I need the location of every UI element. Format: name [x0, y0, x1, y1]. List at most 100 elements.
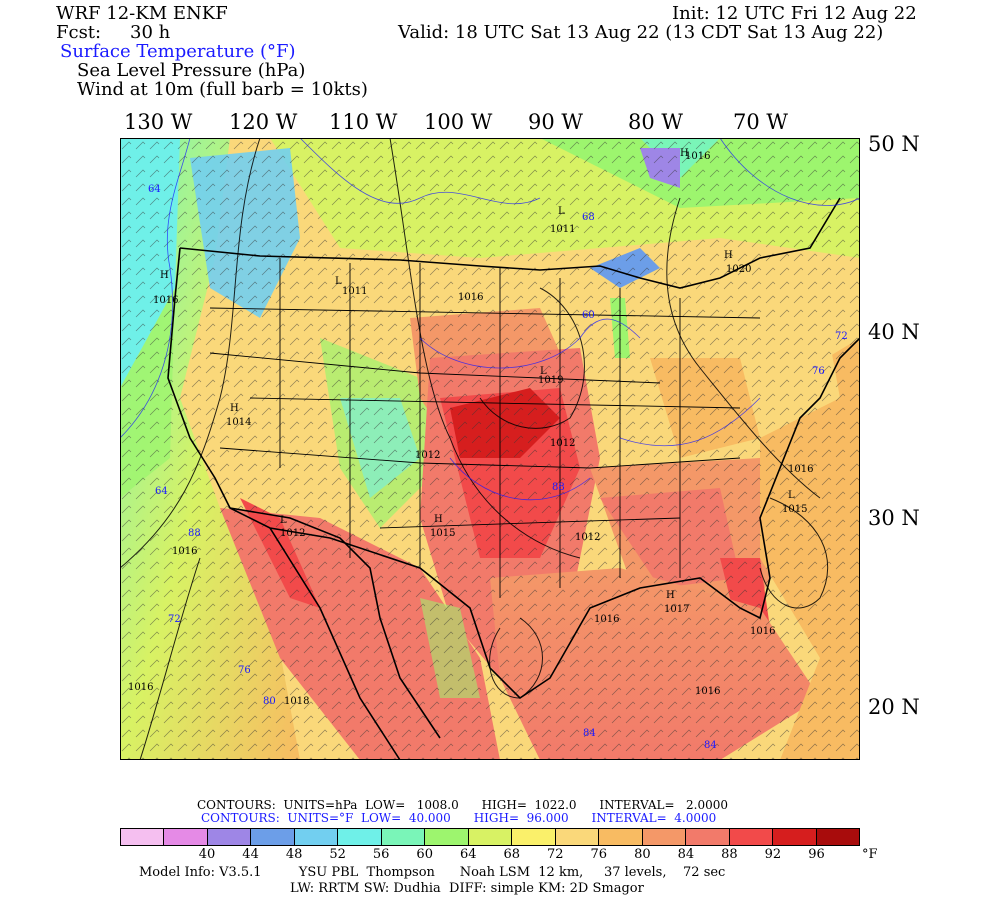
pressure-center-value: 1016 [695, 686, 720, 697]
forecast-label: Fcst: [56, 22, 102, 43]
weather-map: H 1016 H 1020 L 1011 1016 L 1011 L 1019 … [120, 138, 860, 760]
model-info: Model Info: V3.5.1 YSU PBL Thompson Noah… [139, 865, 726, 880]
pressure-center-value: 1016 [172, 546, 197, 557]
colorbar-swatch [468, 829, 513, 845]
pressure-center: L [540, 366, 547, 377]
temp-label: 76 [812, 366, 825, 377]
temp-label: 68 [582, 212, 595, 223]
pressure-center: H [724, 250, 733, 261]
model-title: WRF 12-KM ENKF [56, 3, 228, 24]
colorbar-swatch [251, 829, 295, 845]
colorbar-tick-label: 60 [416, 847, 433, 862]
colorbar-tick-label: 48 [285, 847, 303, 862]
state-lines [209, 258, 761, 598]
lon-label-130w: 130 W [124, 110, 193, 134]
contour-info-temperature: CONTOURS: UNITS=°F LOW= 40.000 HIGH= 96.… [201, 811, 717, 825]
pressure-center: H [160, 270, 169, 281]
pressure-center: H [680, 148, 689, 159]
pressure-center-value: 1012 [575, 532, 600, 543]
pressure-center-value: 1011 [550, 224, 575, 235]
pressure-center-value: 1016 [788, 464, 813, 475]
pressure-center-value: 1012 [280, 528, 305, 539]
colorbar-swatch [164, 829, 208, 845]
pressure-center-value: 1017 [664, 604, 689, 615]
colorbar-swatch [599, 829, 643, 845]
colorbar-tick-label: 72 [547, 847, 564, 862]
pressure-center-value: 1016 [458, 292, 483, 303]
colorbar-swatch [294, 829, 339, 845]
colorbar-swatch [207, 829, 252, 845]
pressure-center-value: 1016 [128, 682, 153, 693]
lon-label-100w: 100 W [424, 110, 493, 134]
temp-label: 64 [155, 486, 168, 497]
colorbar-tick-label: 52 [329, 847, 346, 862]
temp-label: 76 [238, 665, 251, 676]
colorbar-tick-label: 56 [372, 847, 390, 862]
temp-label: 72 [835, 331, 848, 342]
temp-label: 72 [168, 614, 181, 625]
temperature-contours [120, 138, 860, 501]
pressure-center-value: 1015 [430, 528, 455, 539]
pressure-center-value: 1018 [284, 696, 309, 707]
pressure-center: L [558, 206, 565, 217]
colorbar-tick-label: 96 [808, 847, 825, 862]
pressure-center: L [335, 276, 342, 287]
colorbar-swatch [686, 829, 730, 845]
pressure-center-value: 1014 [226, 417, 251, 428]
temp-label: 88 [552, 482, 565, 493]
colorbar-tick-label: 76 [590, 847, 608, 862]
temp-label: 64 [148, 184, 161, 195]
colorbar-tick-label: 64 [459, 847, 477, 862]
lon-label-70w: 70 W [733, 110, 788, 134]
colorbar-tick-label: 84 [677, 847, 695, 862]
colorbar-tick-label: 92 [764, 847, 782, 862]
pressure-center-value: 1015 [782, 504, 807, 515]
pressure-center: H [230, 403, 239, 414]
colorbar-tick-label: 44 [242, 847, 259, 862]
colorbar-swatch [729, 829, 774, 845]
temperature-colorbar [120, 828, 860, 846]
temp-label: 84 [583, 728, 596, 739]
colorbar-unit: °F [862, 847, 878, 862]
temp-label: 88 [188, 528, 201, 539]
lon-label-90w: 90 W [528, 110, 583, 134]
field-wind-title: Wind at 10m (full barb = 10kts) [77, 79, 368, 100]
pressure-center-value: 1012 [550, 438, 575, 449]
colorbar-swatch [555, 829, 600, 845]
lon-label-120w: 120 W [229, 110, 298, 134]
lat-label-50n: 50 N [868, 132, 920, 156]
pressure-center-value: 1020 [726, 264, 751, 275]
colorbar-swatch [642, 829, 687, 845]
lat-label-20n: 20 N [868, 695, 920, 719]
colorbar-swatch [425, 829, 469, 845]
map-frame [120, 138, 860, 760]
pressure-center: L [788, 490, 795, 501]
lat-label-40n: 40 N [868, 320, 920, 344]
colorbar-swatch [773, 829, 817, 845]
lat-label-30n: 30 N [868, 506, 920, 530]
colorbar-swatch [121, 829, 165, 845]
pressure-center: H [434, 514, 443, 525]
pressure-center-value: 1016 [594, 614, 619, 625]
pressure-center-labels: H 1016 H 1020 L 1011 1016 L 1011 L 1019 … [128, 148, 813, 707]
colorbar-tick-label: 40 [198, 847, 216, 862]
physics-info: LW: RRTM SW: Dudhia DIFF: simple KM: 2D … [290, 881, 644, 896]
temperature-labels: 68 88 60 64 88 76 80 84 84 72 72 64 76 [148, 184, 848, 751]
pressure-center-value: 1016 [750, 626, 775, 637]
lon-label-80w: 80 W [628, 110, 683, 134]
pressure-center-value: 1019 [538, 375, 563, 386]
colorbar-swatch [816, 829, 859, 845]
pressure-center-value: 1016 [153, 295, 178, 306]
init-time: Init: 12 UTC Fri 12 Aug 22 [672, 3, 917, 24]
pressure-center-value: 1012 [415, 450, 440, 461]
pressure-center-value: 1011 [342, 286, 367, 297]
forecast-hour: 30 h [130, 22, 171, 43]
field-pressure-title: Sea Level Pressure (hPa) [77, 60, 306, 81]
political-boundaries [167, 197, 860, 760]
contour-info-pressure: CONTOURS: UNITS=hPa LOW= 1008.0 HIGH= 10… [197, 798, 728, 812]
pressure-center: L [280, 515, 287, 526]
pressure-center: H [666, 590, 675, 601]
temp-label: 80 [263, 696, 276, 707]
temp-label: 84 [704, 740, 717, 751]
lon-label-110w: 110 W [329, 110, 398, 134]
